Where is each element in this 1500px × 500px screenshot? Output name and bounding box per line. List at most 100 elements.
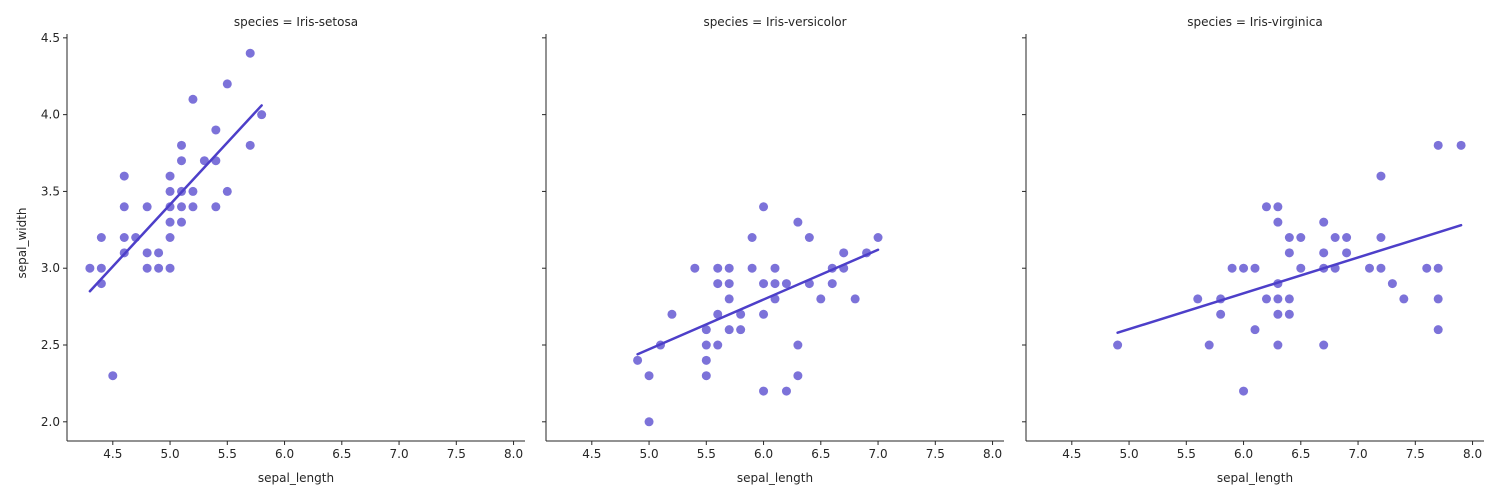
data-point: [1319, 340, 1329, 350]
data-point: [1284, 233, 1294, 242]
data-point: [96, 233, 106, 242]
x-tick-label: 5.0: [640, 447, 659, 461]
data-point: [177, 156, 186, 166]
data-point: [1433, 294, 1443, 304]
data-point: [1113, 340, 1123, 350]
data-point: [850, 294, 860, 304]
data-point: [633, 355, 643, 365]
panel-title: species = Iris-setosa: [234, 15, 358, 29]
data-point: [177, 217, 186, 227]
data-point: [1250, 263, 1260, 273]
data-point: [1273, 217, 1283, 227]
data-point: [1273, 309, 1283, 319]
data-point: [96, 263, 106, 273]
facet-panel: species = Iris-versicolor 4.5 5.0 5.5 6.0 6.5…: [542, 15, 1004, 485]
x-tick-label: 6.5: [332, 447, 351, 461]
x-tick-label: 4.5: [1062, 447, 1081, 461]
y-tick-label: 2.5: [41, 338, 60, 352]
data-point: [1376, 233, 1386, 242]
x-tick-label: 7.0: [1349, 447, 1368, 461]
data-point: [816, 294, 826, 304]
data-point: [1284, 294, 1294, 304]
data-point: [759, 279, 769, 289]
y-tick-label: 3.0: [41, 261, 60, 275]
data-point: [793, 340, 803, 350]
data-point: [724, 294, 734, 304]
data-point: [1342, 233, 1352, 242]
data-point: [211, 202, 221, 212]
data-point: [1239, 263, 1249, 273]
data-point: [759, 202, 769, 212]
data-point: [1284, 309, 1294, 319]
data-point: [1456, 140, 1466, 150]
data-point: [199, 156, 209, 166]
data-point: [827, 279, 837, 289]
x-tick-label: 4.5: [103, 447, 122, 461]
data-point: [1422, 263, 1432, 273]
data-point: [1296, 263, 1306, 273]
data-point: [1399, 294, 1409, 304]
data-point: [85, 263, 95, 273]
data-point: [724, 325, 734, 335]
data-point: [188, 94, 198, 104]
data-point: [1319, 217, 1329, 227]
data-point: [644, 417, 654, 427]
data-point: [781, 386, 791, 396]
data-point: [154, 248, 164, 258]
data-point: [222, 79, 232, 89]
data-point: [1365, 263, 1374, 273]
data-point: [245, 48, 255, 58]
data-point: [119, 233, 129, 242]
panel-title: species = Iris-versicolor: [703, 15, 846, 29]
data-point: [1273, 294, 1283, 304]
data-point: [713, 263, 723, 273]
data-point: [804, 233, 814, 242]
x-tick-label: 7.5: [926, 447, 945, 461]
x-tick-label: 8.0: [504, 447, 523, 461]
data-point: [177, 140, 186, 150]
x-tick-label: 4.5: [582, 447, 601, 461]
data-point: [165, 217, 175, 227]
data-point: [747, 233, 757, 242]
data-point: [1330, 233, 1340, 242]
data-point: [713, 279, 723, 289]
y-axis-label: sepal_width: [15, 207, 29, 278]
data-point: [165, 186, 175, 196]
data-point: [770, 263, 780, 273]
x-tick-label: 6.0: [1234, 447, 1253, 461]
data-point: [736, 325, 746, 335]
data-point: [1193, 294, 1203, 304]
data-point: [724, 263, 734, 273]
data-point: [154, 263, 164, 273]
data-point: [177, 202, 186, 212]
x-tick-label: 8.0: [1463, 447, 1482, 461]
facet-panels: species = Iris-setosa 2.0 2.5 3.0 3.5 4.0 4.5 4…: [41, 15, 1484, 485]
y-tick-label: 2.0: [41, 415, 60, 429]
data-point: [781, 279, 791, 289]
x-tick-label: 8.0: [983, 447, 1002, 461]
data-point: [1273, 202, 1283, 212]
data-point: [188, 202, 198, 212]
data-point: [1227, 263, 1237, 273]
data-point: [839, 248, 849, 258]
data-point: [1319, 248, 1329, 258]
data-point: [701, 340, 711, 350]
x-tick-label: 7.0: [390, 447, 409, 461]
data-point: [1250, 325, 1260, 335]
facet-panel: species = Iris-setosa 2.0 2.5 3.0 3.5 4.0 4.5 4…: [41, 15, 525, 485]
data-point: [142, 263, 152, 273]
data-point: [165, 233, 175, 242]
data-point: [1433, 325, 1443, 335]
data-point: [211, 125, 221, 135]
data-point: [142, 202, 152, 212]
data-point: [222, 186, 232, 196]
data-point: [759, 309, 769, 319]
data-point: [1376, 263, 1386, 273]
data-point: [119, 171, 129, 181]
x-axis-label: sepal_length: [1217, 471, 1293, 485]
data-point: [873, 233, 883, 242]
y-tick-label: 3.5: [41, 184, 60, 198]
y-tick-label: 4.0: [41, 108, 60, 122]
x-tick-label: 7.0: [869, 447, 888, 461]
